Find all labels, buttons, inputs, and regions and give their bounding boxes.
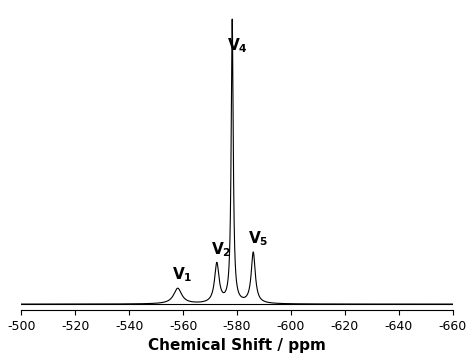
X-axis label: Chemical Shift / ppm: Chemical Shift / ppm bbox=[148, 338, 326, 353]
Text: $\mathregular{V_{1}}$: $\mathregular{V_{1}}$ bbox=[173, 265, 193, 284]
Text: $\mathregular{V_{4}}$: $\mathregular{V_{4}}$ bbox=[227, 36, 248, 55]
Text: $\mathregular{V_{2}}$: $\mathregular{V_{2}}$ bbox=[211, 241, 232, 260]
Text: $\mathregular{V_{5}}$: $\mathregular{V_{5}}$ bbox=[248, 229, 268, 248]
